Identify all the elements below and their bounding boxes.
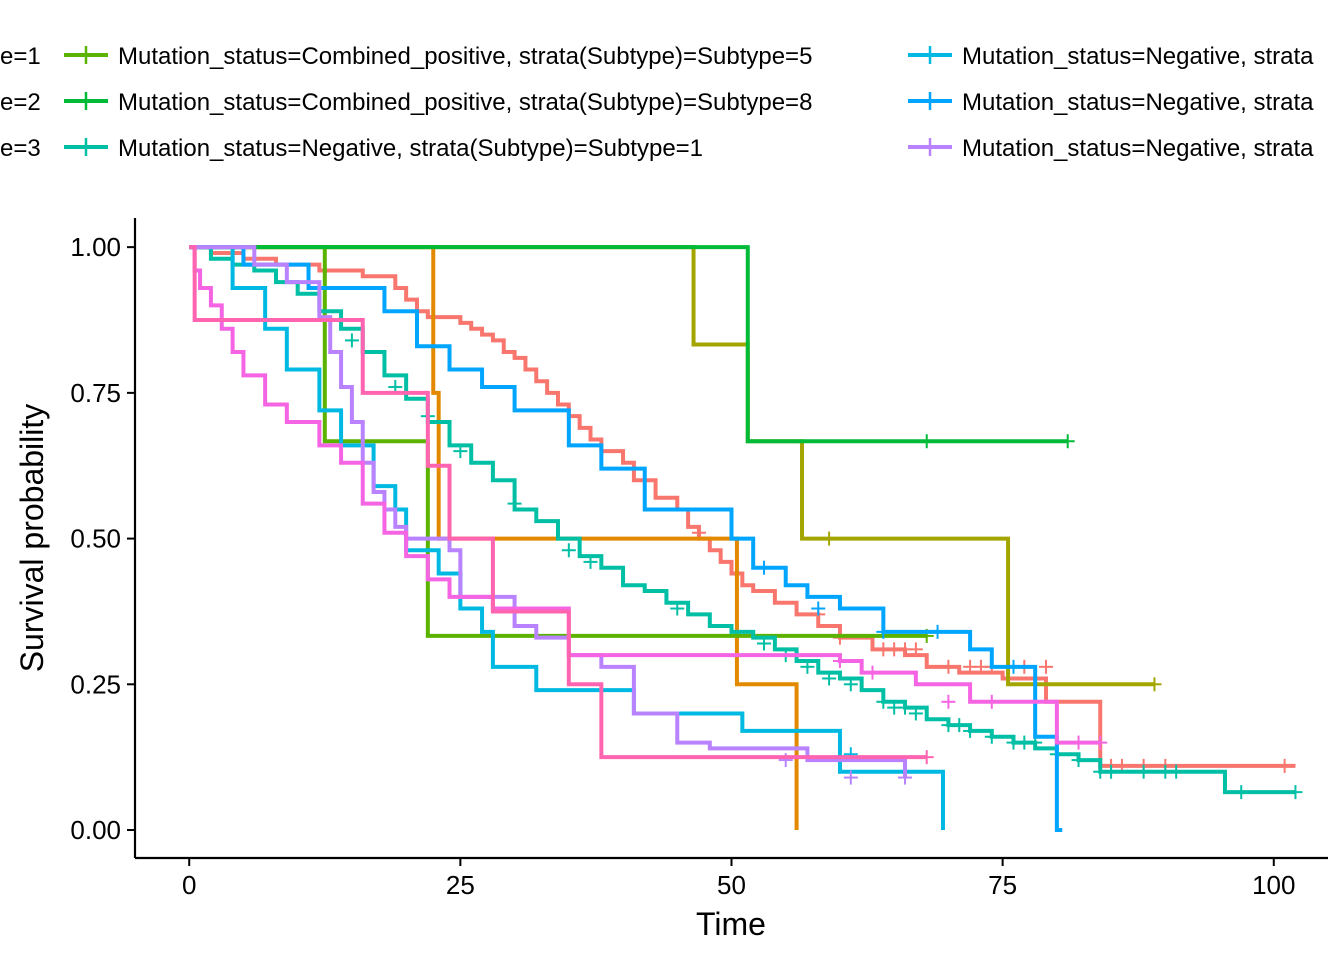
- censor-mark: [800, 659, 815, 674]
- censor-mark: [1104, 764, 1119, 779]
- x-axis-title: Time: [696, 906, 766, 942]
- censor-mark: [561, 543, 576, 558]
- legend-label: Mutation_status=Combined_positive, strat…: [118, 43, 812, 70]
- censor-mark: [908, 642, 923, 657]
- censor-mark: [1039, 659, 1054, 674]
- legend-label: Mutation_status=Negative, strata: [962, 135, 1314, 162]
- x-tick-label: 100: [1252, 870, 1295, 900]
- y-tick-label: 0.50: [70, 524, 121, 554]
- censor-mark: [453, 444, 468, 459]
- legend-item: Mutation_status=Combined_positive, strat…: [64, 43, 812, 70]
- y-tick-label: 0.25: [70, 669, 121, 699]
- censor-mark: [963, 723, 978, 738]
- legend-label: Mutation_status=Combined_positive, strat…: [118, 89, 812, 116]
- censor-mark: [832, 653, 847, 668]
- censor-mark: [941, 694, 956, 709]
- censor-mark: [898, 770, 913, 785]
- survival-curve-7: [189, 245, 945, 831]
- censor-mark: [670, 601, 685, 616]
- axes: Time Survival probability 0 25 50 75 100 0.00…: [14, 218, 1328, 942]
- legend-label: e=3: [0, 135, 41, 162]
- plot-area: [189, 245, 1303, 833]
- y-tick-label: 0.75: [70, 378, 121, 408]
- censor-mark: [865, 665, 880, 680]
- y-axis-title: Survival probability: [14, 404, 50, 673]
- legend-item: Mutation_status=Combined_positive, strat…: [64, 89, 812, 116]
- legend-label: e=2: [0, 89, 41, 116]
- censor-mark: [941, 659, 956, 674]
- legend-item: Mutation_status=Negative, strata: [908, 43, 1314, 70]
- censor-mark: [930, 624, 945, 639]
- censor-mark: [1147, 677, 1162, 692]
- censor-mark: [822, 671, 837, 686]
- censor-mark: [919, 750, 934, 765]
- censor-mark: [1288, 785, 1303, 800]
- x-tick-label: 50: [717, 870, 746, 900]
- legend-label: Mutation_status=Negative, strata(Subtype…: [118, 135, 703, 162]
- censor-mark: [876, 694, 891, 709]
- legend-item: e=3: [0, 135, 41, 162]
- x-tick-label: 0: [182, 870, 196, 900]
- censor-mark: [822, 531, 837, 546]
- censor-mark: [344, 333, 359, 348]
- legend-item: e=2: [0, 89, 41, 116]
- survival-curve-1: [189, 245, 1296, 768]
- survival-curve-11: [189, 245, 927, 760]
- censor-mark: [583, 554, 598, 569]
- survival-curve-6: [189, 245, 1296, 795]
- censor-mark: [843, 677, 858, 692]
- y-tick-label: 0.00: [70, 815, 121, 845]
- y-tick-label: 1.00: [70, 232, 121, 262]
- x-tick-label: 25: [446, 870, 475, 900]
- censor-mark: [757, 560, 772, 575]
- censor-mark: [898, 700, 913, 715]
- censor-mark: [811, 601, 826, 616]
- censor-mark: [1071, 735, 1086, 750]
- legend-item: Mutation_status=Negative, strata(Subtype…: [64, 135, 703, 162]
- censor-mark: [984, 694, 999, 709]
- x-tick-label: 75: [988, 870, 1017, 900]
- censor-mark: [1136, 764, 1151, 779]
- survival-curve-5: [189, 245, 1068, 444]
- censor-mark: [757, 636, 772, 651]
- censor-mark: [1277, 758, 1292, 773]
- legend-label: Mutation_status=Negative, strata: [962, 43, 1314, 70]
- censor-mark: [1006, 659, 1021, 674]
- censor-mark: [1093, 735, 1108, 750]
- legend-label: Mutation_status=Negative, strata: [962, 89, 1314, 116]
- censor-mark: [919, 434, 934, 449]
- censor-mark: [876, 624, 891, 639]
- censor-mark: [843, 770, 858, 785]
- censor-mark: [952, 718, 967, 733]
- censor-mark: [507, 496, 522, 511]
- legend-item: Mutation_status=Negative, strata: [908, 89, 1314, 116]
- censor-mark: [1060, 434, 1075, 449]
- survival-curve-8: [189, 245, 1063, 833]
- censor-mark: [1169, 764, 1184, 779]
- censor-mark: [1234, 785, 1249, 800]
- censor-mark: [1071, 753, 1086, 768]
- legend-item: e=1: [0, 43, 41, 70]
- legend-item: Mutation_status=Negative, strata: [908, 135, 1314, 162]
- censor-mark: [984, 729, 999, 744]
- legend: e=1 e=2 e=3 Mutation_status=Combined_positi…: [0, 43, 1314, 162]
- censor-mark: [908, 706, 923, 721]
- legend-label: e=1: [0, 43, 41, 70]
